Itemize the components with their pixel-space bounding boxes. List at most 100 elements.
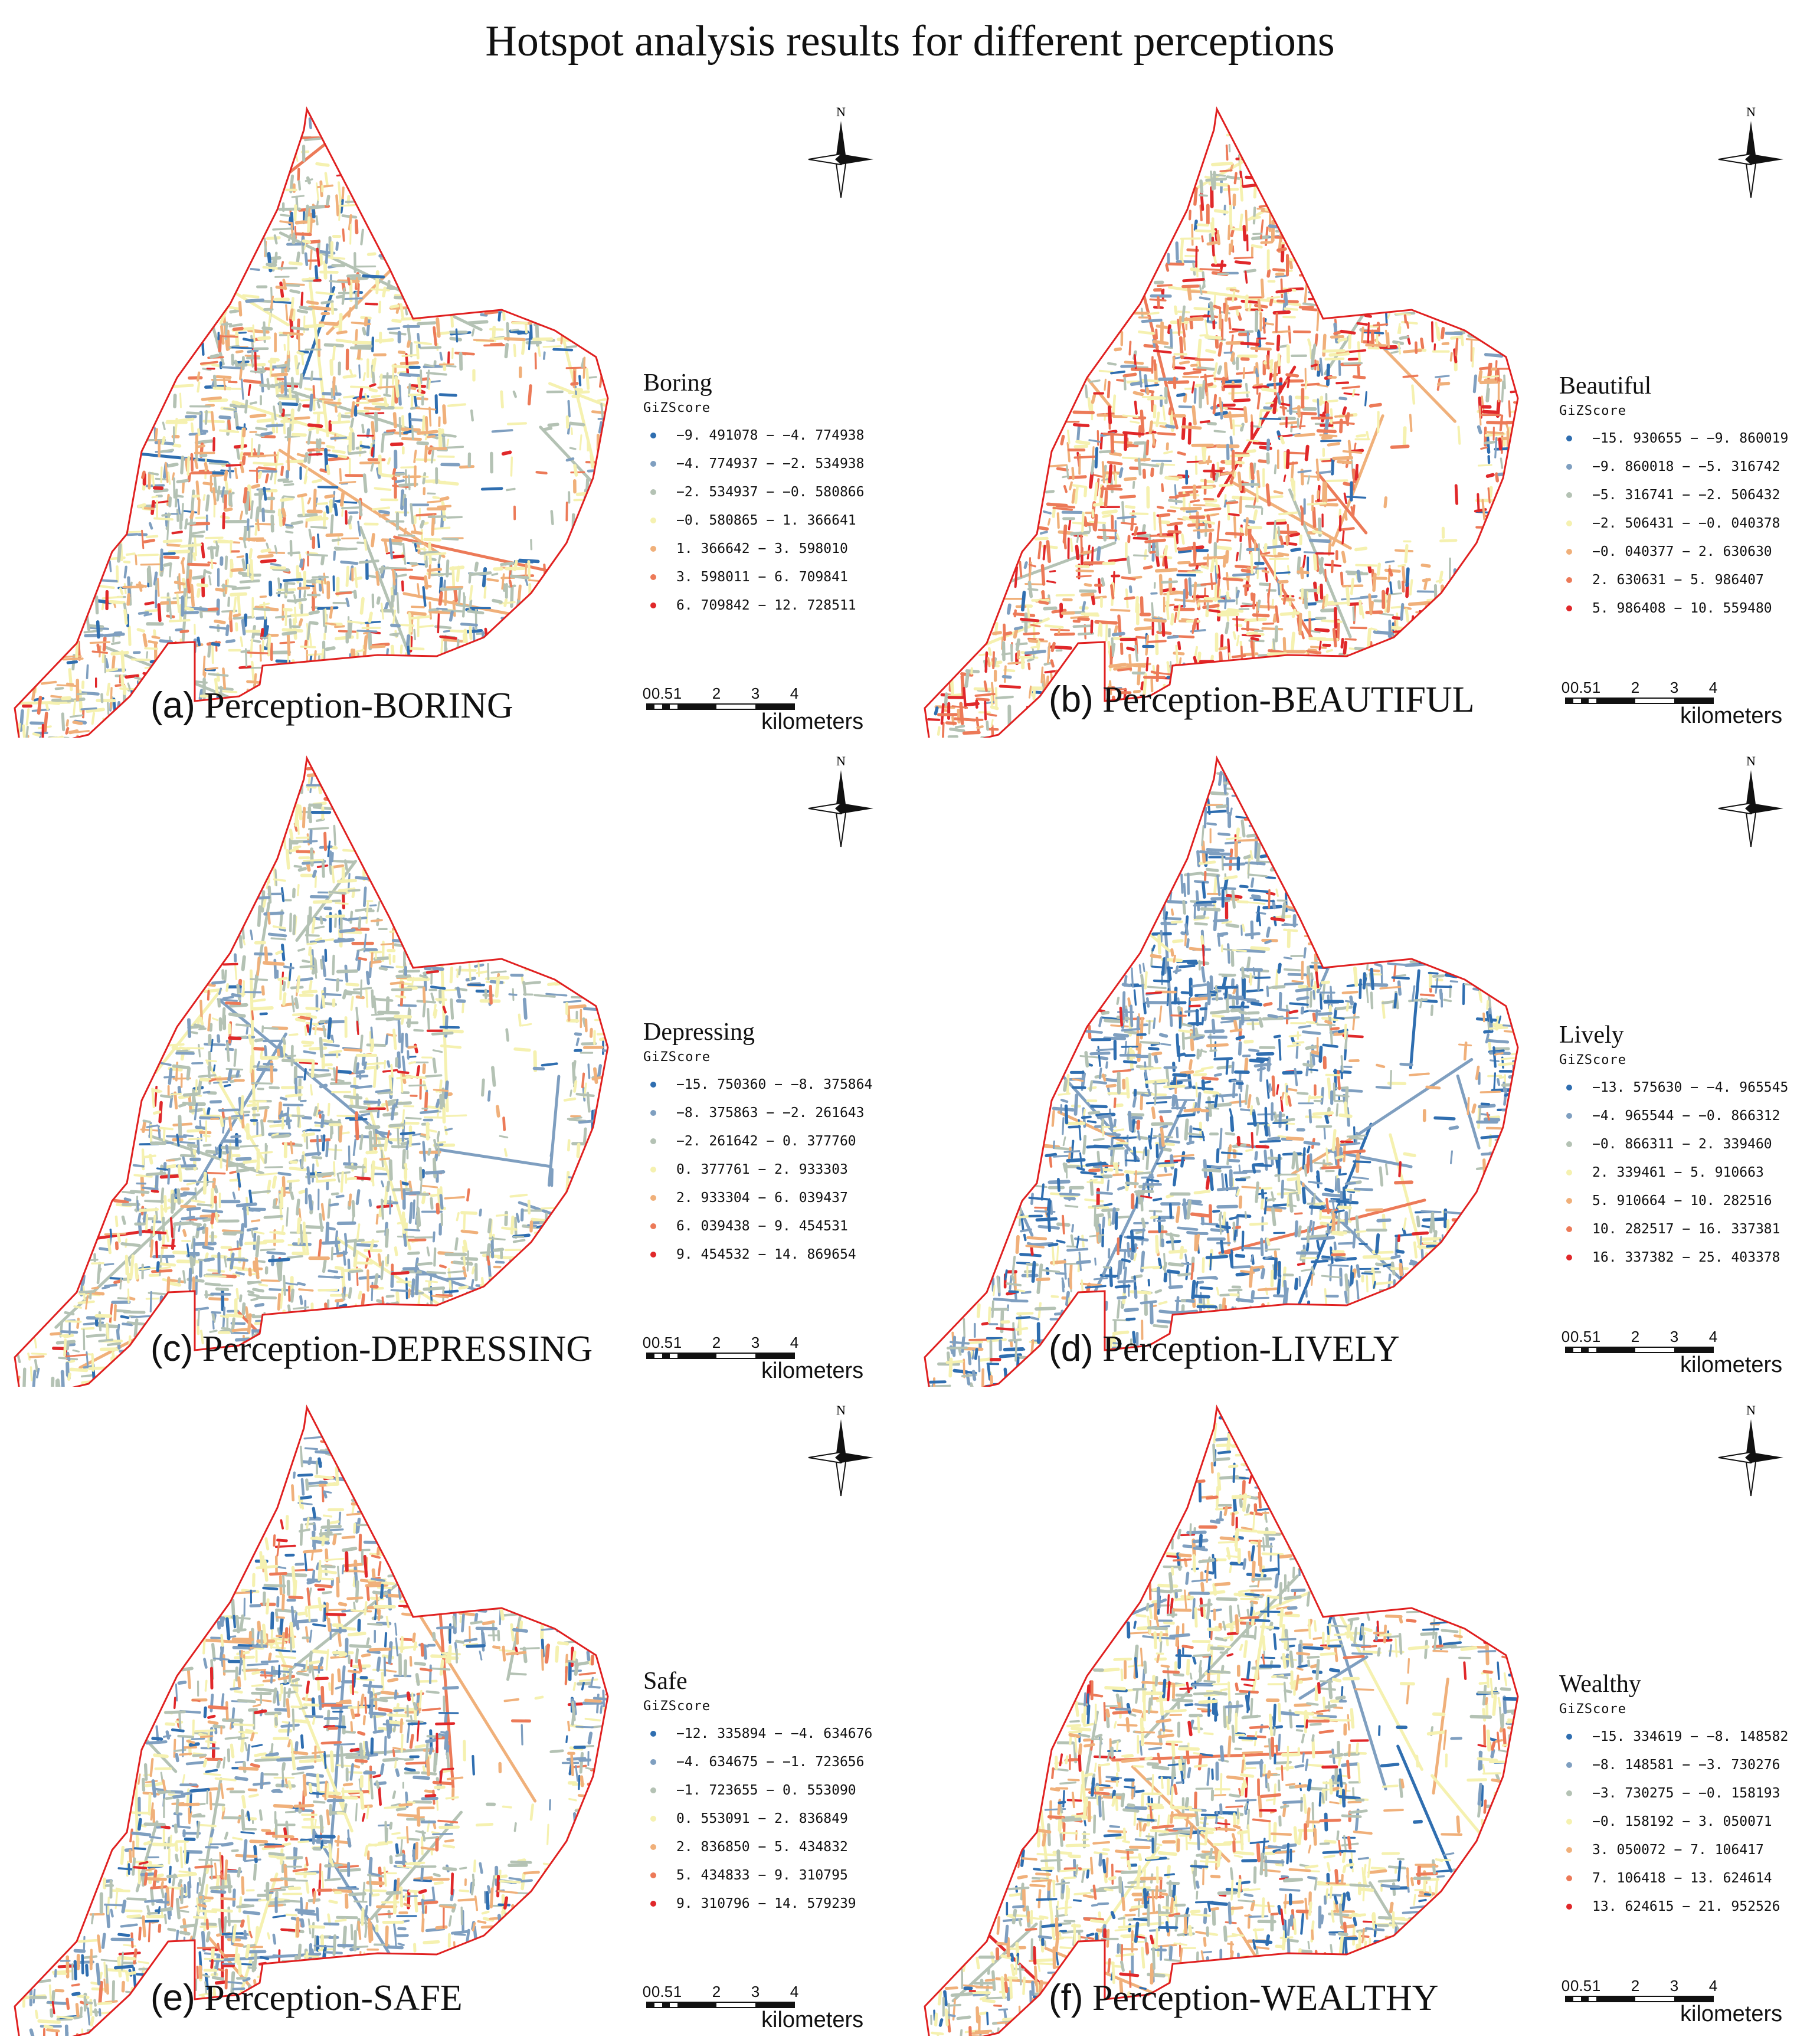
legend-range-label: −2. 534937 − −0. 580866 — [676, 484, 865, 500]
road-segment — [214, 1872, 279, 2036]
legend-range-label: 6. 709842 − 12. 728511 — [676, 598, 856, 613]
legend-swatch-icon — [1566, 1198, 1572, 1204]
road-segment — [411, 1267, 606, 1334]
panel-letter: (a) — [150, 685, 195, 726]
scale-bar-graphic — [646, 2002, 795, 2008]
panel-caption: (d) Perception-LIVELY — [1049, 1328, 1400, 1370]
legend-range-label: −4. 965544 − −0. 866312 — [1592, 1108, 1780, 1124]
legend-swatch-icon — [650, 1195, 656, 1201]
legend-item: −4. 965544 − −0. 866312 — [1559, 1102, 1788, 1130]
legend: Wealthy GiZScore −15. 334619 − −8. 148582 −… — [1559, 1670, 1788, 1921]
scale-bar-graphic — [1565, 698, 1714, 704]
legend-range-label: −8. 375863 − −2. 261643 — [676, 1105, 865, 1121]
legend-item: 9. 454532 − 14. 869654 — [643, 1240, 872, 1269]
legend-swatch-icon — [1566, 435, 1572, 441]
legend-range-label: −4. 634675 − −1. 723656 — [676, 1754, 865, 1770]
legend-swatch-icon — [650, 489, 656, 495]
legend-item: −8. 375863 − −2. 261643 — [643, 1099, 872, 1127]
legend-item: −15. 750360 − −8. 375864 — [643, 1070, 872, 1099]
legend-swatch-icon — [1566, 1734, 1572, 1740]
scale-tick-label: 1 — [673, 1983, 682, 2000]
road-segment — [1432, 1677, 1449, 1795]
panel-letter: (f) — [1049, 1977, 1084, 2018]
scale-tick-label: 4 — [790, 1983, 799, 2000]
legend-swatch-icon — [650, 518, 656, 523]
scale-tick-label: 3 — [751, 685, 760, 702]
road-segment — [308, 277, 329, 438]
map-panel: N Safe GiZScore −12. 335894 − −4. 634676 −4.… — [0, 1387, 910, 2036]
legend-item: 6. 039438 − 9. 454531 — [643, 1212, 872, 1240]
street-segments — [15, 1430, 608, 2036]
legend-range-label: −0. 158192 − 3. 050071 — [1592, 1814, 1772, 1829]
road-segment — [506, 1460, 552, 1681]
legend-title: Boring — [643, 369, 712, 397]
road-segment — [1349, 913, 1412, 957]
legend-item: 2. 339461 − 5. 910663 — [1559, 1158, 1788, 1187]
scale-tick-label: 0 — [642, 1983, 652, 2000]
legend-swatch-icon — [650, 461, 656, 467]
legend-field-label: GiZScore — [1559, 1702, 1626, 1717]
panel-caption: (c) Perception-DEPRESSING — [150, 1328, 593, 1370]
map-panel: N Lively GiZScore −13. 575630 − −4. 965545 −… — [910, 738, 1820, 1387]
legend-swatch-icon — [650, 433, 656, 438]
legend-item: −15. 334619 − −8. 148582 — [1559, 1723, 1788, 1751]
study-area-boundary — [14, 1404, 609, 2036]
road-segment — [1020, 1481, 1103, 1492]
north-label: N — [1746, 1403, 1756, 1417]
legend-item: 3. 598011 − 6. 709841 — [643, 563, 865, 591]
north-label: N — [1746, 754, 1756, 768]
legend-item: −2. 506431 − −0. 040378 — [1559, 509, 1788, 538]
road-segment — [450, 1445, 491, 1531]
scale-tick-label: 4 — [1708, 1328, 1718, 1345]
legend-range-label: −1. 723655 − 0. 553090 — [676, 1783, 856, 1798]
panel-caption-text: Perception-SAFE — [195, 1978, 463, 2018]
road-segment — [60, 1648, 178, 1773]
legend-swatch-icon — [1566, 1141, 1572, 1147]
scale-tick-label: 1 — [673, 1334, 682, 1351]
hotspot-map — [14, 106, 609, 738]
panel-caption: (e) Perception-SAFE — [150, 1977, 463, 2019]
scale-tick-label: 4 — [790, 1334, 799, 1351]
road-segment — [1030, 1714, 1056, 1939]
scale-tick-label: 2 — [1631, 679, 1640, 696]
road-segment — [925, 318, 974, 361]
legend-range-label: −0. 866311 − 2. 339460 — [1592, 1137, 1772, 1152]
legend-item: −1. 723655 − 0. 553090 — [643, 1776, 872, 1805]
legend-range-label: 9. 454532 − 14. 869654 — [676, 1247, 856, 1262]
legend-swatch-icon — [1566, 549, 1572, 555]
legend-range-label: 5. 434833 − 9. 310795 — [676, 1868, 848, 1883]
legend-swatch-icon — [1566, 605, 1572, 611]
road-segment — [15, 1847, 68, 1900]
road-segment — [1375, 215, 1397, 294]
panel-caption: (b) Perception-BEAUTIFUL — [1049, 679, 1474, 721]
panel-caption: (f) Perception-WEALTHY — [1049, 1977, 1439, 2019]
legend-item: −12. 335894 − −4. 634676 — [643, 1720, 872, 1748]
legend-range-label: −13. 575630 − −4. 965545 — [1592, 1080, 1789, 1095]
legend-item: 16. 337382 − 25. 403378 — [1559, 1243, 1788, 1272]
legend-swatch-icon — [1566, 1875, 1572, 1881]
legend-swatch-icon — [650, 1223, 656, 1229]
north-label: N — [836, 1403, 846, 1417]
legend-range-label: −9. 491078 − −4. 774938 — [676, 428, 865, 443]
legend-item: 5. 986408 − 10. 559480 — [1559, 594, 1788, 623]
scale-bar-graphic — [1565, 1996, 1714, 2002]
map-panel: N Depressing GiZScore −15. 750360 − −8. 375… — [0, 738, 910, 1387]
scale-tick-label: 0 — [1561, 679, 1570, 696]
legend-range-label: 7. 106418 − 13. 624614 — [1592, 1871, 1772, 1886]
road-segment — [1298, 1655, 1369, 1700]
map-panel: N Beautiful GiZScore −15. 930655 − −9. 8600… — [910, 89, 1820, 738]
road-segment — [1057, 1111, 1126, 1144]
road-segment — [127, 1554, 147, 1736]
panel-caption-text: Perception-DEPRESSING — [193, 1329, 593, 1369]
legend-range-label: −0. 580865 − 1. 366641 — [676, 513, 856, 528]
road-segment — [1311, 256, 1420, 310]
legend-field-label: GiZScore — [643, 1050, 711, 1065]
scale-tick-label: 3 — [751, 1983, 760, 2000]
road-segment — [1351, 1057, 1474, 1139]
scale-tick-label: 4 — [1708, 679, 1718, 696]
legend-range-label: −0. 040377 − 2. 630630 — [1592, 544, 1772, 559]
legend-range-label: 13. 624615 − 21. 952526 — [1592, 1899, 1780, 1914]
study-area-boundary — [14, 755, 609, 1387]
legend-item: −3. 730275 − −0. 158193 — [1559, 1779, 1788, 1807]
road-segment — [1354, 853, 1458, 936]
